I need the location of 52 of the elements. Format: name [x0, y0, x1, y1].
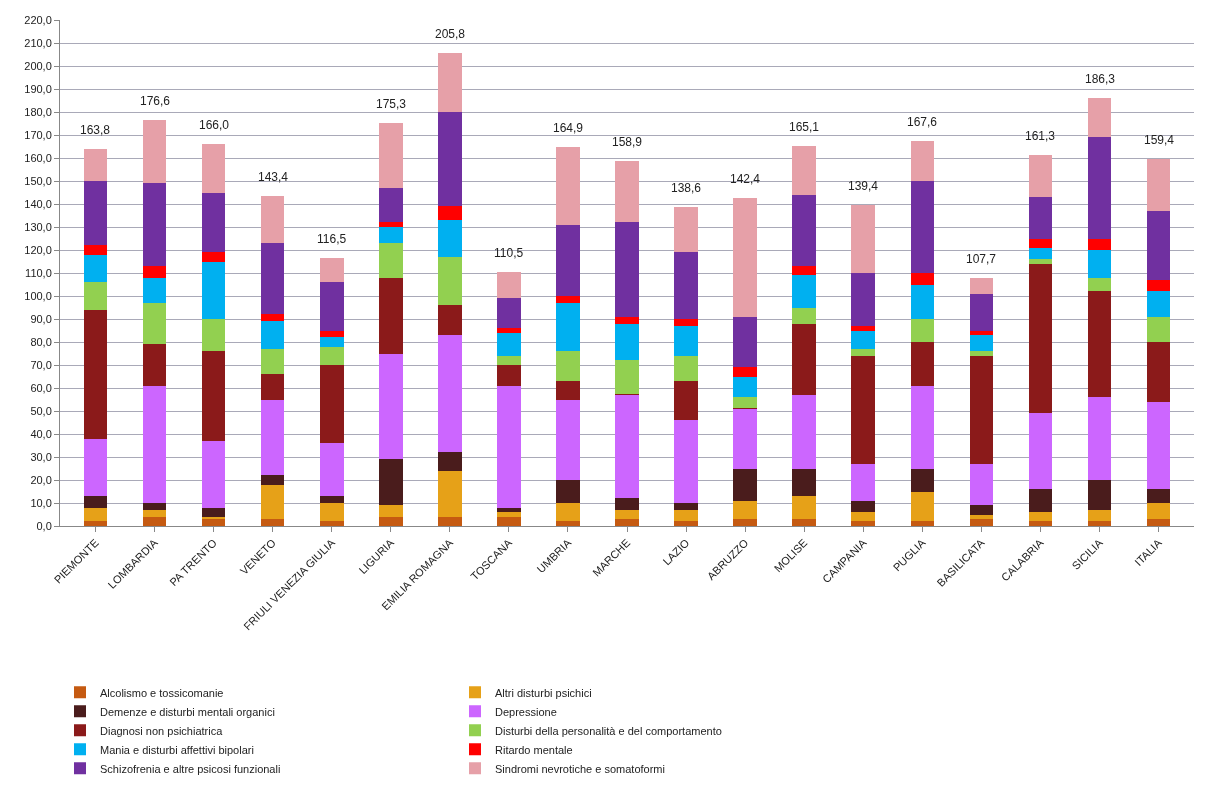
total-label: 163,8 [80, 123, 111, 137]
legend-label: Mania e disturbi affettivi bipolari [100, 743, 254, 756]
y-tick-label: 100,0 [24, 289, 52, 302]
y-tick-label: 20,0 [30, 473, 52, 486]
y-tick-label: 130,0 [24, 220, 52, 233]
total-label: 205,8 [435, 27, 466, 41]
y-tick-label: 140,0 [24, 197, 52, 210]
y-tick-label: 150,0 [24, 174, 52, 187]
total-label: 161,3 [1025, 129, 1056, 143]
y-tick-label: 40,0 [30, 427, 52, 440]
total-label: 164,9 [553, 121, 584, 135]
y-tick-label: 160,0 [24, 151, 52, 164]
total-label: 158,9 [612, 135, 643, 149]
legend-label: Diagnosi non psichiatrica [100, 724, 224, 737]
legend-label: Altri disturbi psichici [495, 686, 592, 699]
total-label: 107,7 [966, 252, 997, 266]
y-tick-label: 180,0 [24, 105, 52, 118]
legend-label: Alcolismo e tossicomanie [100, 686, 224, 699]
total-label: 165,1 [789, 120, 820, 134]
y-tick-label: 60,0 [30, 381, 52, 394]
total-label: 110,5 [494, 246, 524, 260]
y-tick-label: 110,0 [25, 266, 52, 279]
total-label: 138,6 [671, 181, 702, 195]
y-tick-label: 120,0 [24, 243, 52, 256]
total-label: 159,4 [1144, 133, 1175, 147]
total-label: 176,6 [140, 94, 171, 108]
y-tick-label: 210,0 [24, 36, 52, 49]
total-label: 116,5 [317, 232, 347, 246]
legend-label: Depressione [495, 705, 557, 718]
y-tick-label: 170,0 [24, 128, 52, 141]
y-tick-label: 200,0 [24, 59, 52, 72]
total-label: 166,0 [199, 118, 230, 132]
total-label: 175,3 [376, 97, 407, 111]
legend-label: Ritardo mentale [495, 743, 573, 756]
total-label: 167,6 [907, 115, 938, 129]
y-tick-label: 80,0 [30, 335, 52, 348]
y-tick-label: 90,0 [30, 312, 52, 325]
y-tick-label: 50,0 [30, 404, 52, 417]
y-tick-label: 70,0 [30, 358, 52, 371]
y-tick-label: 30,0 [30, 450, 52, 463]
legend-label: Schizofrenia e altre psicosi funzionali [100, 762, 281, 775]
legend-label: Disturbi della personalità e del comportamento [495, 724, 722, 737]
y-tick-label: 220,0 [24, 13, 52, 26]
total-label: 142,4 [730, 172, 761, 186]
legend-label: Sindromi nevrotiche e somatoformi [495, 762, 665, 775]
legend-label: Demenze e disturbi mentali organici [100, 705, 275, 718]
total-label: 139,4 [848, 179, 879, 193]
total-label: 143,4 [258, 170, 289, 184]
y-tick-label: 190,0 [24, 82, 52, 95]
y-tick-label: 10,0 [30, 496, 52, 509]
y-tick-label: 0,0 [36, 519, 52, 532]
total-label: 186,3 [1085, 72, 1116, 86]
